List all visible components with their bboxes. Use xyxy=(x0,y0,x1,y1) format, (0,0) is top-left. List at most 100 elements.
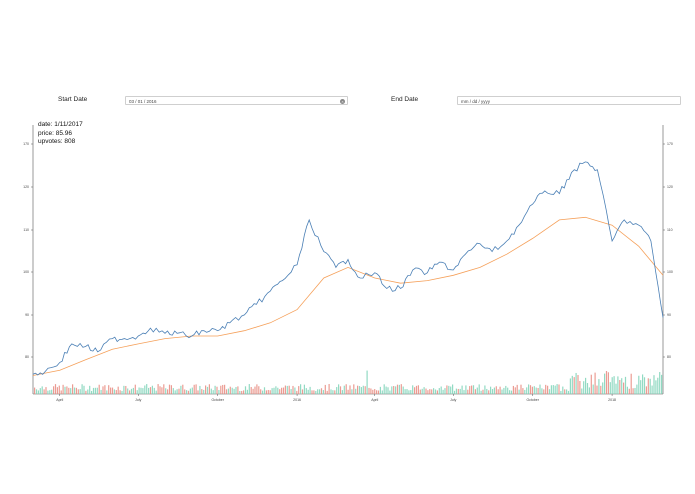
volume-bar xyxy=(218,390,220,394)
volume-bar xyxy=(632,388,634,394)
volume-bar xyxy=(566,389,568,394)
volume-bar xyxy=(235,387,237,394)
volume-bar xyxy=(395,386,397,394)
volume-bar xyxy=(155,390,157,394)
volume-bar xyxy=(442,389,444,394)
clear-icon[interactable]: × xyxy=(340,98,345,104)
tooltip-upvotes: upvotes: 808 xyxy=(38,138,76,145)
volume-bar xyxy=(265,390,267,394)
volume-bar xyxy=(199,385,201,394)
volume-bar xyxy=(165,388,167,394)
volume-bar xyxy=(427,390,429,394)
volume-bar xyxy=(547,385,549,394)
price-lines xyxy=(32,161,664,376)
volume-bar xyxy=(550,385,552,394)
volume-bar xyxy=(39,388,41,394)
volume-bar xyxy=(626,386,628,394)
volume-bar xyxy=(73,387,76,394)
x-tick-label: April xyxy=(371,398,378,402)
end-date-placeholder: mm / dd / yyyy xyxy=(461,99,491,104)
volume-bar xyxy=(193,384,195,394)
volume-bar xyxy=(567,390,570,394)
volume-bar xyxy=(345,384,347,394)
volume-bar xyxy=(341,390,343,394)
volume-bar xyxy=(60,390,62,394)
tooltip-price: price: 85.96 xyxy=(38,129,72,137)
volume-bar xyxy=(298,386,300,394)
y-tick-label: 90 xyxy=(25,313,29,317)
volume-bar xyxy=(514,387,516,394)
volume-bar xyxy=(381,390,383,394)
volume-bar xyxy=(533,386,535,394)
volume-bar xyxy=(499,386,501,394)
volume-bar xyxy=(206,386,209,394)
volume-bar xyxy=(75,387,77,394)
volume-bar xyxy=(605,370,608,394)
volume-bar xyxy=(391,386,393,394)
volume-bar xyxy=(49,390,51,394)
volume-bar xyxy=(651,385,653,394)
volume-bar xyxy=(624,376,627,394)
volume-bar xyxy=(220,385,222,394)
volume-bar xyxy=(659,372,661,394)
volume-bar xyxy=(66,386,68,394)
volume-bar xyxy=(301,389,304,394)
end-date-input[interactable]: mm / dd / yyyy xyxy=(457,96,681,105)
volume-bar xyxy=(643,377,646,394)
volume-bar xyxy=(528,384,530,394)
volume-bar xyxy=(537,387,539,394)
volume-bar xyxy=(548,389,551,394)
volume-bar xyxy=(294,387,296,394)
volume-bar xyxy=(531,386,533,394)
volume-bar xyxy=(376,390,378,394)
volume-bar xyxy=(507,387,509,394)
volume-bar xyxy=(290,389,292,394)
volume-bar xyxy=(412,385,414,394)
volume-bar xyxy=(347,389,349,394)
volume-bar xyxy=(358,386,361,394)
volume-bar xyxy=(425,388,427,394)
volume-bar xyxy=(176,389,178,394)
volume-bar xyxy=(657,377,659,394)
volume-bar xyxy=(271,388,273,394)
volume-bar xyxy=(243,390,245,394)
volume-bar xyxy=(142,388,144,394)
volume-bar xyxy=(187,390,190,394)
volume-bar xyxy=(609,382,611,394)
volume-bar xyxy=(541,388,543,394)
volume-bar xyxy=(72,384,74,394)
volume-bar xyxy=(300,384,302,394)
volume-bar xyxy=(619,380,621,394)
volume-bar xyxy=(195,384,197,394)
volume-bar xyxy=(121,390,123,394)
volume-bar xyxy=(360,387,362,394)
volume-bar xyxy=(313,390,315,394)
volume-bar xyxy=(623,382,625,394)
volume-bar xyxy=(296,390,298,394)
volume-bar xyxy=(35,389,38,394)
volume-bar xyxy=(248,384,250,394)
volume-bar xyxy=(100,389,102,394)
volume-bar xyxy=(56,387,58,394)
volume-bar xyxy=(642,374,644,394)
volume-bar xyxy=(594,372,596,394)
y-tick-label: 110 xyxy=(23,228,29,232)
volume-bar xyxy=(558,384,560,394)
volume-bar xyxy=(383,384,385,394)
volume-bar xyxy=(387,387,389,394)
volume-bar xyxy=(286,385,288,394)
volume-bar xyxy=(362,385,364,394)
volume-bar xyxy=(615,383,617,394)
volume-bar xyxy=(284,385,286,394)
volume-bar xyxy=(649,378,651,394)
volume-bar xyxy=(163,384,165,394)
volume-bar xyxy=(573,377,575,394)
volume-bar xyxy=(330,389,332,394)
volume-bar xyxy=(129,390,131,394)
volume-bar xyxy=(476,387,478,394)
volume-bar xyxy=(104,385,106,394)
start-date-input[interactable]: 03 / 01 / 2016 × xyxy=(125,96,348,105)
volume-bar xyxy=(246,389,248,394)
volume-bar xyxy=(136,390,138,394)
